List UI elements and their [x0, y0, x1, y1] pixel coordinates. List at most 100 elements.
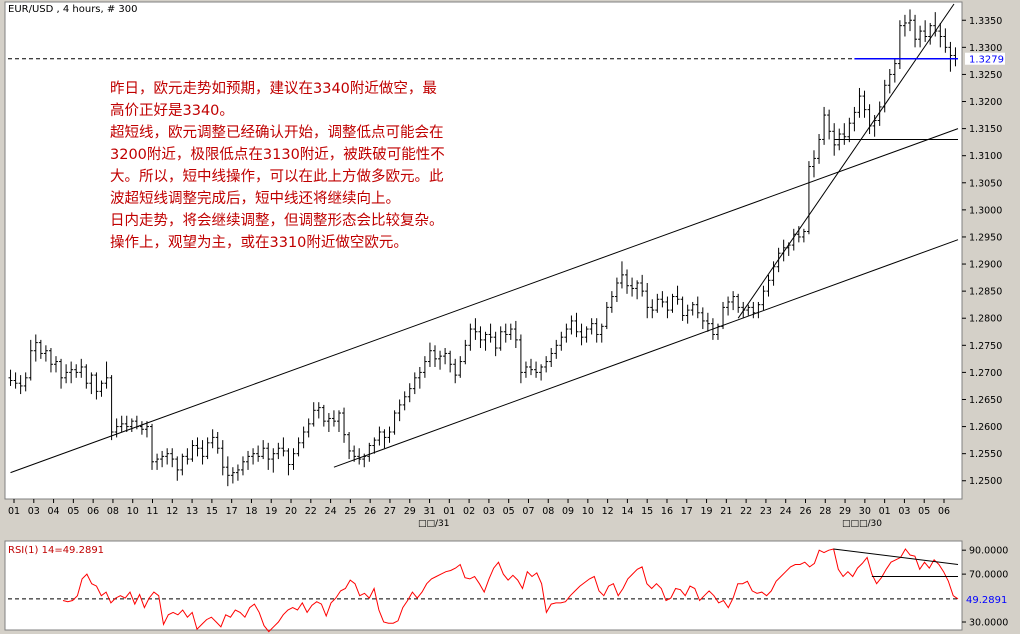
y-tick-label: 1.3300: [969, 43, 1002, 54]
price-bar: [827, 109, 832, 140]
price-bar: [948, 41, 953, 72]
price-bar: [923, 20, 928, 42]
price-bar: [513, 320, 518, 349]
price-bar: [523, 361, 528, 378]
price-bar: [503, 323, 508, 343]
y-tick-label: 1.2550: [969, 449, 1002, 460]
price-bar: [655, 293, 660, 313]
price-bar: [48, 348, 53, 373]
x-tick-label: 12: [602, 506, 614, 517]
x-tick-label: 17: [226, 506, 238, 517]
price-bar: [746, 304, 751, 316]
price-bar: [463, 339, 468, 365]
price-bar: [468, 323, 473, 351]
y-tick-label: 1.3350: [969, 16, 1002, 27]
price-bar: [913, 14, 918, 48]
x-tick-label: 19: [701, 506, 713, 517]
price-chart-title: EUR/USD , 4 hours, # 300: [8, 4, 138, 15]
price-bar: [801, 228, 806, 243]
price-bar: [690, 301, 695, 316]
price-bar: [119, 415, 124, 432]
price-bar: [129, 418, 134, 432]
price-bar: [862, 90, 867, 118]
price-bar: [124, 415, 129, 432]
x-month-label-2: □□□/30: [842, 519, 882, 529]
price-bar: [377, 426, 382, 446]
x-tick-label: 15: [641, 506, 653, 517]
price-bar: [518, 334, 523, 384]
price-bar: [155, 453, 160, 470]
x-tick-label: 17: [681, 506, 693, 517]
price-bar: [635, 280, 640, 300]
price-bar: [569, 315, 574, 335]
price-bar: [33, 334, 38, 362]
x-tick-label: 07: [522, 506, 534, 517]
x-tick-label: 15: [206, 506, 218, 517]
price-bar: [139, 421, 144, 435]
y-tick-label: 1.3200: [969, 97, 1002, 108]
y-tick-label: 1.3100: [969, 151, 1002, 162]
price-bar: [493, 331, 498, 357]
price-bar: [230, 467, 235, 484]
x-tick-label: 14: [621, 506, 633, 517]
price-bar: [579, 323, 584, 346]
price-bar: [240, 456, 245, 476]
price-bar: [296, 437, 301, 457]
rsi-panel[interactable]: [4, 540, 963, 631]
price-bar: [200, 440, 205, 465]
price-bar: [554, 339, 559, 359]
y-tick-label: 1.2950: [969, 232, 1002, 243]
price-bar: [529, 358, 534, 376]
price-bar: [726, 296, 731, 316]
price-bar: [79, 358, 84, 378]
x-tick-label: 19: [265, 506, 277, 517]
price-bar: [928, 22, 933, 45]
rsi-descending-trendline: [833, 548, 959, 566]
price-bar: [640, 274, 645, 297]
price-bar: [281, 437, 286, 457]
price-bar: [544, 356, 549, 373]
x-tick-label: 10: [127, 506, 139, 517]
price-bar: [887, 69, 892, 94]
price-bar: [766, 274, 771, 297]
price-bar: [74, 364, 79, 378]
y-tick-label: 1.3000: [969, 205, 1002, 216]
rsi-tick-label: 30.0000: [969, 618, 1008, 629]
x-tick-label: 08: [107, 506, 119, 517]
price-bar: [625, 269, 630, 294]
price-bar: [336, 410, 341, 432]
price-bar: [453, 358, 458, 384]
y-tick-label: 1.2800: [969, 314, 1002, 325]
price-bar: [670, 293, 675, 313]
price-bar: [665, 296, 670, 319]
price-bar: [857, 87, 862, 118]
price-bar: [38, 339, 43, 359]
price-bar: [549, 348, 554, 367]
y-tick-label: 1.2900: [969, 260, 1002, 271]
price-bar: [367, 442, 372, 462]
x-tick-label: 25: [344, 506, 356, 517]
price-bar: [564, 323, 569, 343]
price-chart-panel[interactable]: [4, 1, 963, 500]
price-bar: [680, 296, 685, 321]
price-bar: [251, 448, 256, 465]
x-tick-label: 22: [305, 506, 317, 517]
price-bar: [347, 431, 352, 460]
price-bar: [508, 323, 513, 340]
commentary-paragraph-2: 超短线，欧元调整已经确认开始，调整低点可能会在3200附近，极限低点在3130附…: [110, 125, 445, 207]
price-bar: [205, 437, 210, 460]
price-bar: [443, 348, 448, 365]
rsi-series-line: [62, 548, 959, 633]
x-tick-label: 29: [839, 506, 851, 517]
lower-channel-line: [333, 239, 959, 468]
x-tick-label: 30: [859, 506, 871, 517]
price-bar: [246, 450, 251, 470]
price-bar: [215, 431, 220, 454]
price-bar: [458, 356, 463, 378]
price-bar: [352, 445, 357, 462]
price-bar: [59, 358, 64, 389]
price-bar: [382, 429, 387, 449]
price-bar: [417, 366, 422, 389]
price-bar: [448, 350, 453, 373]
price-bar: [751, 301, 756, 319]
